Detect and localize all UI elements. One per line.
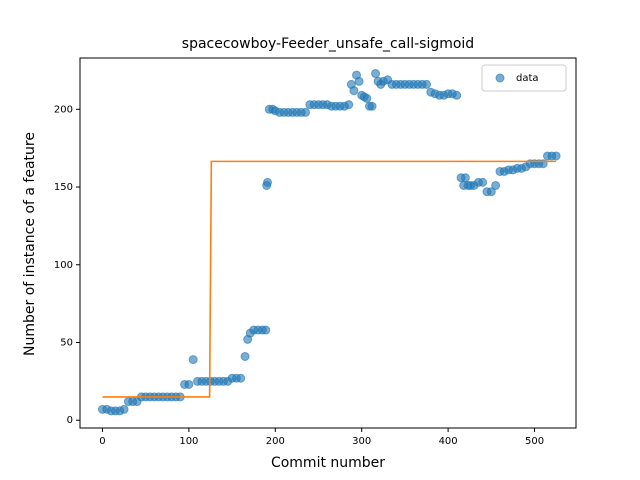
fit-line	[102, 160, 557, 398]
point	[371, 69, 381, 79]
y-tick-label: 200	[54, 104, 73, 115]
legend-box	[481, 64, 567, 92]
x-tick-label: 200	[266, 436, 285, 447]
y-tick-label: 0	[67, 415, 73, 426]
x-tick-label: 400	[439, 436, 458, 447]
chart-title: spacecowboy-Feeder_unsafe_call-sigmoid	[182, 36, 474, 52]
y-tick-label: 50	[60, 337, 73, 348]
point	[184, 379, 194, 389]
point	[240, 351, 250, 361]
legend-label: data	[516, 73, 539, 84]
x-tick-label: 300	[352, 436, 371, 447]
x-tick-label: 500	[525, 436, 544, 447]
series	[97, 69, 561, 416]
point	[367, 101, 377, 111]
point	[349, 86, 359, 96]
y-tick-label: 150	[54, 182, 73, 193]
point	[478, 177, 488, 187]
point	[452, 90, 462, 100]
x-axis-label: Commit number	[271, 455, 385, 471]
point	[354, 76, 364, 86]
point	[551, 151, 561, 161]
point	[188, 355, 198, 365]
point	[362, 93, 372, 103]
y-tick-label: 100	[54, 260, 73, 271]
x-tick-label: 100	[179, 436, 198, 447]
plot-frame	[79, 57, 577, 429]
point	[486, 187, 496, 197]
x-tick-label: 0	[99, 436, 105, 447]
point	[119, 404, 129, 414]
point	[261, 325, 271, 335]
y-axis-label: Number of instance of a feature	[22, 132, 38, 356]
point	[422, 79, 432, 89]
point	[263, 177, 273, 187]
point	[344, 100, 354, 110]
point	[491, 180, 501, 190]
point	[460, 173, 470, 183]
point	[301, 107, 311, 117]
legend-marker	[495, 73, 505, 83]
point	[236, 373, 246, 383]
